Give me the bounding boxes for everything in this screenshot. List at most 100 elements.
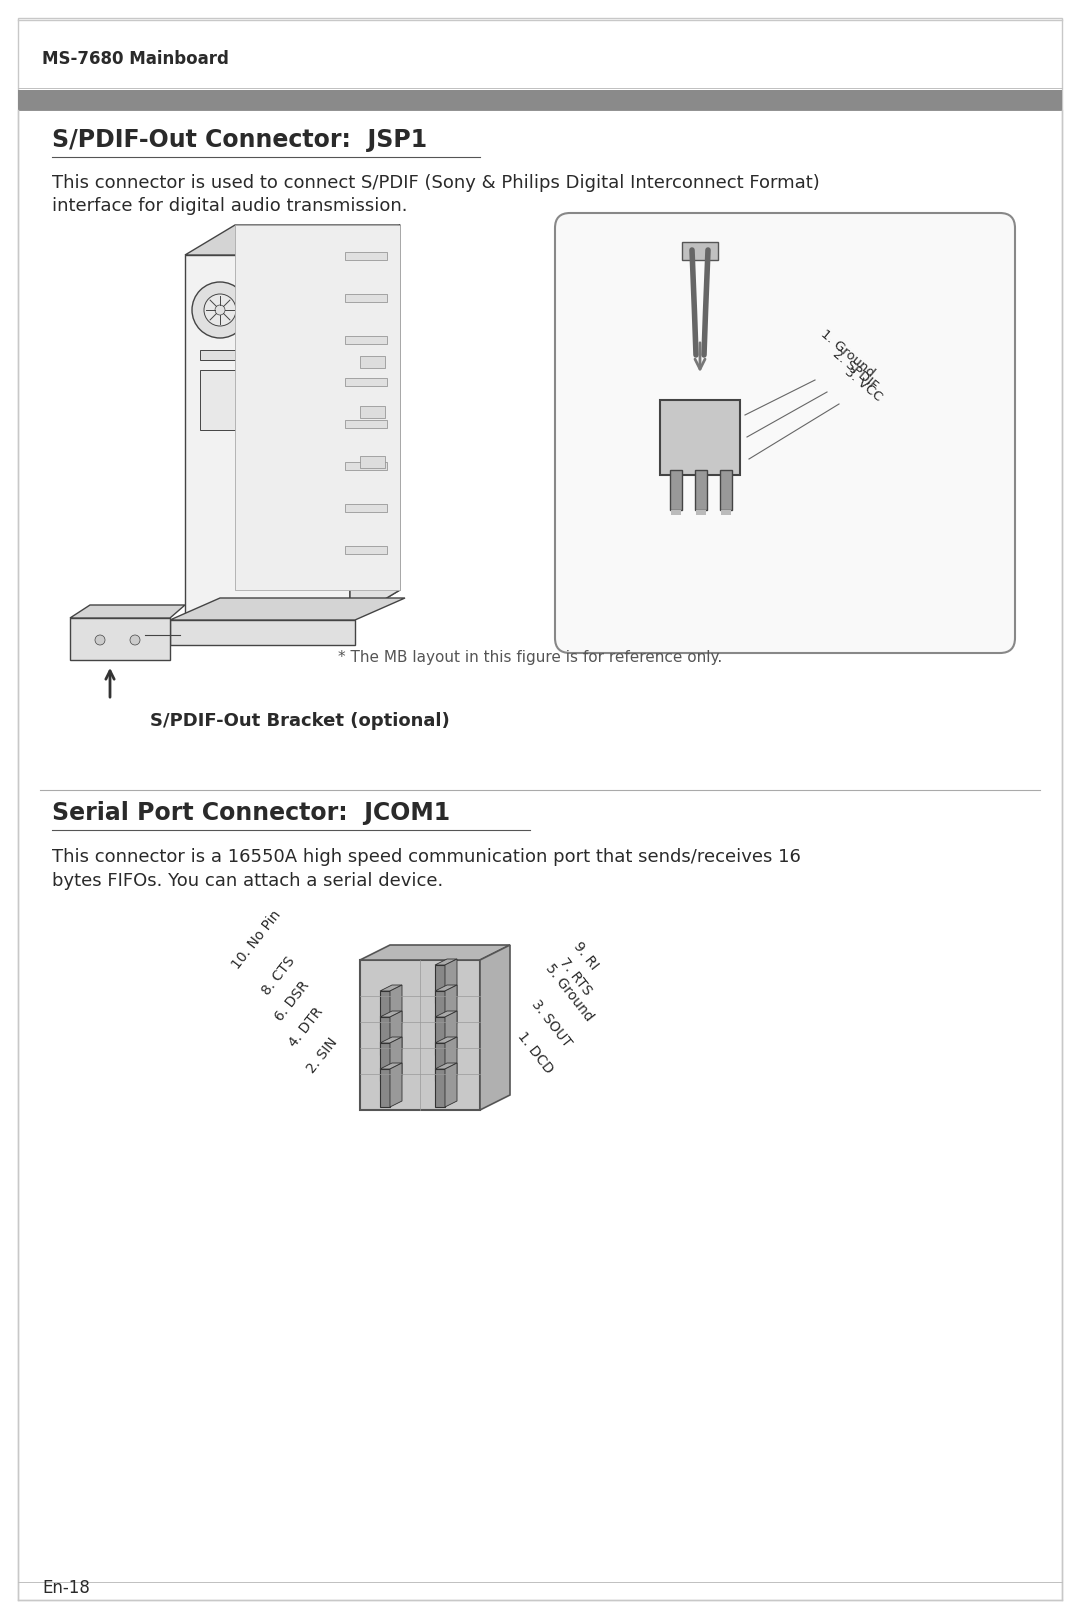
Bar [721, 510, 731, 515]
Bar [345, 295, 387, 303]
Polygon shape [390, 1010, 402, 1056]
Text: MS-7680 Mainboard: MS-7680 Mainboard [42, 50, 229, 68]
Text: 5. Ground: 5. Ground [543, 962, 596, 1023]
Polygon shape [350, 225, 400, 620]
Polygon shape [185, 256, 350, 620]
Bar [265, 486, 340, 500]
Bar [681, 241, 718, 261]
Bar [200, 350, 240, 359]
Bar [380, 991, 390, 1030]
Text: 2. SIN: 2. SIN [303, 1036, 340, 1077]
Bar [18, 91, 1062, 110]
Polygon shape [170, 620, 355, 644]
Bar [670, 470, 681, 510]
Text: 9. RI: 9. RI [571, 939, 602, 971]
Bar [265, 410, 335, 411]
Text: 6. DSR: 6. DSR [272, 978, 312, 1023]
Polygon shape [380, 1064, 402, 1069]
Bar [435, 965, 445, 1004]
Bar [435, 1043, 445, 1081]
Polygon shape [360, 945, 510, 960]
FancyBboxPatch shape [555, 214, 1015, 652]
Bar [696, 510, 706, 515]
Polygon shape [170, 597, 405, 620]
Polygon shape [435, 1010, 457, 1017]
Text: interface for digital audio transmission.: interface for digital audio transmission… [52, 198, 407, 215]
Circle shape [215, 304, 225, 316]
Text: * The MB layout in this figure is for reference only.: * The MB layout in this figure is for re… [338, 649, 723, 665]
Text: S/PDIF-Out Bracket (optional): S/PDIF-Out Bracket (optional) [150, 712, 449, 730]
Bar [265, 439, 335, 442]
Bar [380, 1017, 390, 1056]
Text: 8. CTS: 8. CTS [259, 954, 298, 997]
Text: 2. SPDIF: 2. SPDIF [831, 346, 880, 392]
Bar [360, 457, 384, 468]
Text: En-18: En-18 [42, 1579, 90, 1596]
Bar [345, 337, 387, 343]
Bar [380, 1069, 390, 1107]
Bar [380, 1043, 390, 1081]
Bar [360, 960, 480, 1111]
Polygon shape [445, 958, 457, 1004]
Bar [345, 546, 387, 554]
Polygon shape [445, 1038, 457, 1081]
Polygon shape [445, 984, 457, 1030]
Text: 7. RTS: 7. RTS [557, 955, 595, 997]
Bar [265, 559, 335, 562]
Polygon shape [380, 1038, 402, 1043]
Bar [265, 457, 340, 470]
Bar [435, 1069, 445, 1107]
Polygon shape [435, 1038, 457, 1043]
Bar [435, 1017, 445, 1056]
Bar [660, 400, 740, 474]
Bar [435, 991, 445, 1030]
Bar [345, 377, 387, 385]
Bar [720, 470, 732, 510]
Circle shape [130, 635, 140, 644]
Bar [696, 470, 707, 510]
Polygon shape [390, 1064, 402, 1107]
Bar [265, 546, 340, 560]
Text: 1. Ground: 1. Ground [818, 327, 877, 380]
Bar [265, 499, 335, 502]
Bar [345, 253, 387, 261]
Polygon shape [380, 1010, 402, 1017]
Polygon shape [445, 1064, 457, 1107]
Text: bytes FIFOs. You can attach a serial device.: bytes FIFOs. You can attach a serial dev… [52, 873, 443, 890]
Polygon shape [185, 225, 400, 256]
Bar [265, 470, 335, 473]
Bar [671, 510, 681, 515]
Text: 1. DCD: 1. DCD [515, 1028, 556, 1077]
Text: 3. VCC: 3. VCC [842, 366, 885, 405]
Polygon shape [70, 606, 185, 618]
Bar [360, 356, 384, 368]
Bar [360, 406, 384, 418]
Text: 10. No Pin: 10. No Pin [230, 908, 284, 971]
Polygon shape [380, 984, 402, 991]
Bar [265, 529, 335, 533]
Polygon shape [435, 984, 457, 991]
Text: This connector is a 16550A high speed communication port that sends/receives 16: This connector is a 16550A high speed co… [52, 848, 801, 866]
Polygon shape [390, 1038, 402, 1081]
Circle shape [204, 295, 237, 325]
Bar [345, 504, 387, 512]
Polygon shape [235, 225, 400, 589]
Text: 4. DTR: 4. DTR [286, 1005, 326, 1051]
Text: S/PDIF-Out Connector:  JSP1: S/PDIF-Out Connector: JSP1 [52, 128, 427, 152]
Bar [265, 397, 340, 410]
Bar [200, 371, 265, 431]
Polygon shape [350, 225, 400, 620]
Text: Serial Port Connector:  JCOM1: Serial Port Connector: JCOM1 [52, 801, 450, 826]
Polygon shape [445, 1010, 457, 1056]
Bar [265, 426, 340, 440]
Circle shape [95, 635, 105, 644]
Polygon shape [435, 958, 457, 965]
Bar [265, 516, 340, 529]
Polygon shape [390, 984, 402, 1030]
Polygon shape [70, 618, 170, 661]
Bar [345, 461, 387, 470]
Circle shape [192, 282, 248, 338]
Bar [345, 419, 387, 427]
Text: 3. SOUT: 3. SOUT [529, 997, 575, 1051]
Text: This connector is used to connect S/PDIF (Sony & Philips Digital Interconnect Fo: This connector is used to connect S/PDIF… [52, 173, 820, 193]
